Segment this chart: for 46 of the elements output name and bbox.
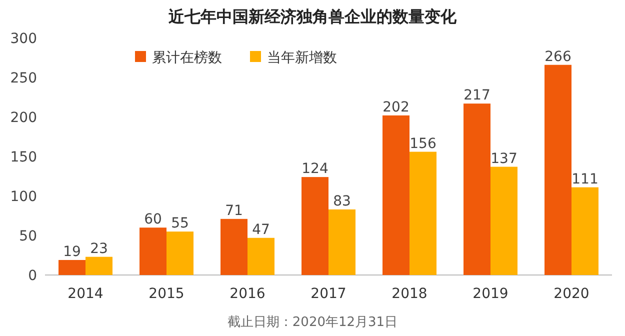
- data-label: 71: [225, 202, 243, 219]
- data-label: 137: [490, 150, 518, 167]
- legend-label: 累计在榜数: [152, 50, 222, 66]
- data-label: 266: [544, 48, 572, 65]
- chart-title: 近七年中国新经济独角兽企业的数量变化: [168, 7, 458, 26]
- x-tick-label: 2018: [392, 286, 428, 302]
- bar: [544, 64, 572, 275]
- y-tick-label: 250: [10, 70, 37, 86]
- data-label: 60: [144, 212, 162, 228]
- data-label: 19: [63, 244, 81, 260]
- x-tick-label: 2016: [230, 286, 266, 302]
- data-label: 23: [90, 240, 108, 257]
- data-label: 202: [382, 99, 410, 116]
- y-tick-label: 100: [10, 189, 37, 205]
- bar: [86, 256, 112, 275]
- bar: [140, 228, 166, 275]
- bar: [302, 177, 328, 275]
- data-label: 156: [410, 136, 436, 152]
- bar: [166, 232, 194, 275]
- data-label: 47: [252, 222, 270, 238]
- bar: [220, 218, 248, 275]
- legend-label: 当年新增数: [267, 50, 337, 66]
- data-label: 83: [333, 193, 351, 210]
- x-tick-label: 2014: [68, 286, 104, 302]
- x-tick-label: 2017: [310, 286, 346, 302]
- bar: [572, 187, 598, 275]
- data-label: 111: [572, 171, 598, 188]
- y-tick-label: 300: [10, 31, 37, 47]
- bar: [464, 104, 490, 275]
- x-tick-label: 2015: [148, 286, 184, 302]
- text: 截止日期：2020年12月31日: [227, 315, 398, 330]
- bar: [58, 260, 86, 275]
- bar: [248, 238, 274, 275]
- bar: [328, 209, 356, 275]
- y-tick-label: 0: [28, 268, 37, 284]
- bar: [490, 166, 518, 275]
- y-tick-label: 150: [10, 150, 37, 166]
- y-tick-label: 50: [19, 228, 37, 244]
- data-label: 217: [464, 88, 490, 104]
- data-label: 55: [171, 216, 189, 232]
- bar: [410, 152, 436, 275]
- x-tick-label: 2020: [554, 286, 590, 302]
- x-tick-label: 2019: [472, 286, 508, 302]
- bar: [382, 115, 410, 275]
- y-tick-label: 200: [10, 110, 37, 126]
- data-label: 124: [302, 161, 328, 178]
